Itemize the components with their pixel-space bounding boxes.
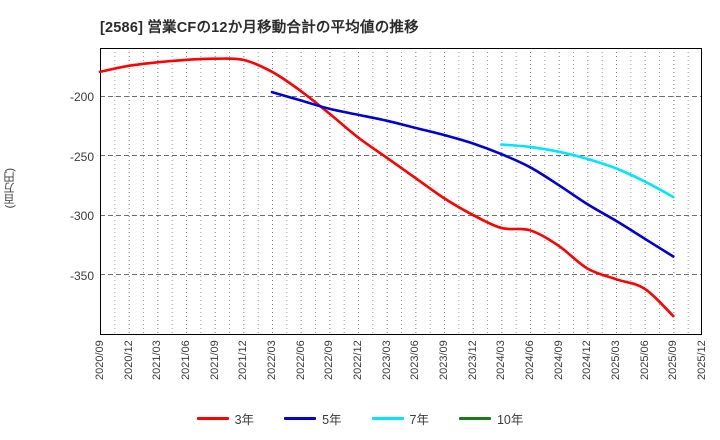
legend-item-5年[interactable]: 5年 — [284, 409, 342, 428]
grid-lines — [100, 48, 702, 334]
x-tick-label: 2021/03 — [151, 340, 164, 380]
y-tick-label: -300 — [69, 209, 94, 223]
x-tick-label: 2022/12 — [352, 340, 364, 380]
series-line-2 — [500, 143, 675, 199]
series-line-0 — [98, 57, 675, 318]
y-tick-label: -350 — [69, 269, 94, 283]
x-tick-label: 2023/09 — [438, 340, 450, 380]
legend-label: 7年 — [409, 412, 429, 427]
chart-title: [2586] 営業CFの12か月移動合計の平均値の推移 — [100, 20, 419, 36]
x-tick-label: 2025/06 — [638, 340, 651, 380]
legend-label: 5年 — [322, 412, 342, 427]
x-tick-label: 2025/03 — [610, 340, 622, 380]
x-tick-label: 2023/12 — [466, 340, 479, 380]
x-tick-label: 2024/12 — [581, 340, 594, 380]
legend-item-7年[interactable]: 7年 — [371, 409, 429, 428]
x-tick-label: 2020/12 — [122, 340, 135, 380]
legend-swatch-icon — [196, 416, 229, 420]
x-tick-label: 2021/09 — [208, 340, 221, 380]
x-tick-label: 2021/06 — [180, 340, 192, 380]
x-tick-label: 2023/06 — [409, 340, 422, 380]
legend-item-10年[interactable]: 10年 — [458, 409, 524, 428]
series-lines — [98, 57, 675, 318]
legend-label: 3年 — [234, 412, 255, 427]
legend-item-3年[interactable]: 3年 — [196, 409, 255, 428]
plot-frame — [100, 48, 702, 335]
x-tick-label: 2022/03 — [266, 340, 278, 380]
x-tick-label: 2024/09 — [552, 340, 565, 380]
series-line-1 — [270, 90, 675, 258]
x-tick-label: 2020/09 — [94, 340, 106, 380]
x-tick-label: 2025/09 — [667, 340, 680, 380]
legend-swatch-icon — [284, 416, 317, 420]
x-tick-label: 2021/12 — [237, 340, 250, 380]
y-axis-tick-labels: -200 -250 -300 -350 — [44, 0, 94, 440]
x-tick-label: 2025/12 — [696, 340, 708, 380]
y-tick-label: -200 — [69, 90, 94, 104]
x-tick-label: 2022/09 — [323, 340, 336, 380]
legend-label: 10年 — [496, 412, 524, 427]
x-tick-label: 2024/03 — [495, 340, 508, 380]
y-tick-label: -250 — [69, 150, 94, 164]
x-tick-label: 2024/06 — [524, 340, 536, 380]
chart-legend: 3年 5年 7年 10年 — [0, 405, 720, 431]
legend-swatch-icon — [458, 416, 491, 420]
x-tick-label: 2022/06 — [294, 340, 307, 380]
x-tick-label: 2023/03 — [380, 340, 393, 380]
legend-swatch-icon — [371, 416, 404, 420]
